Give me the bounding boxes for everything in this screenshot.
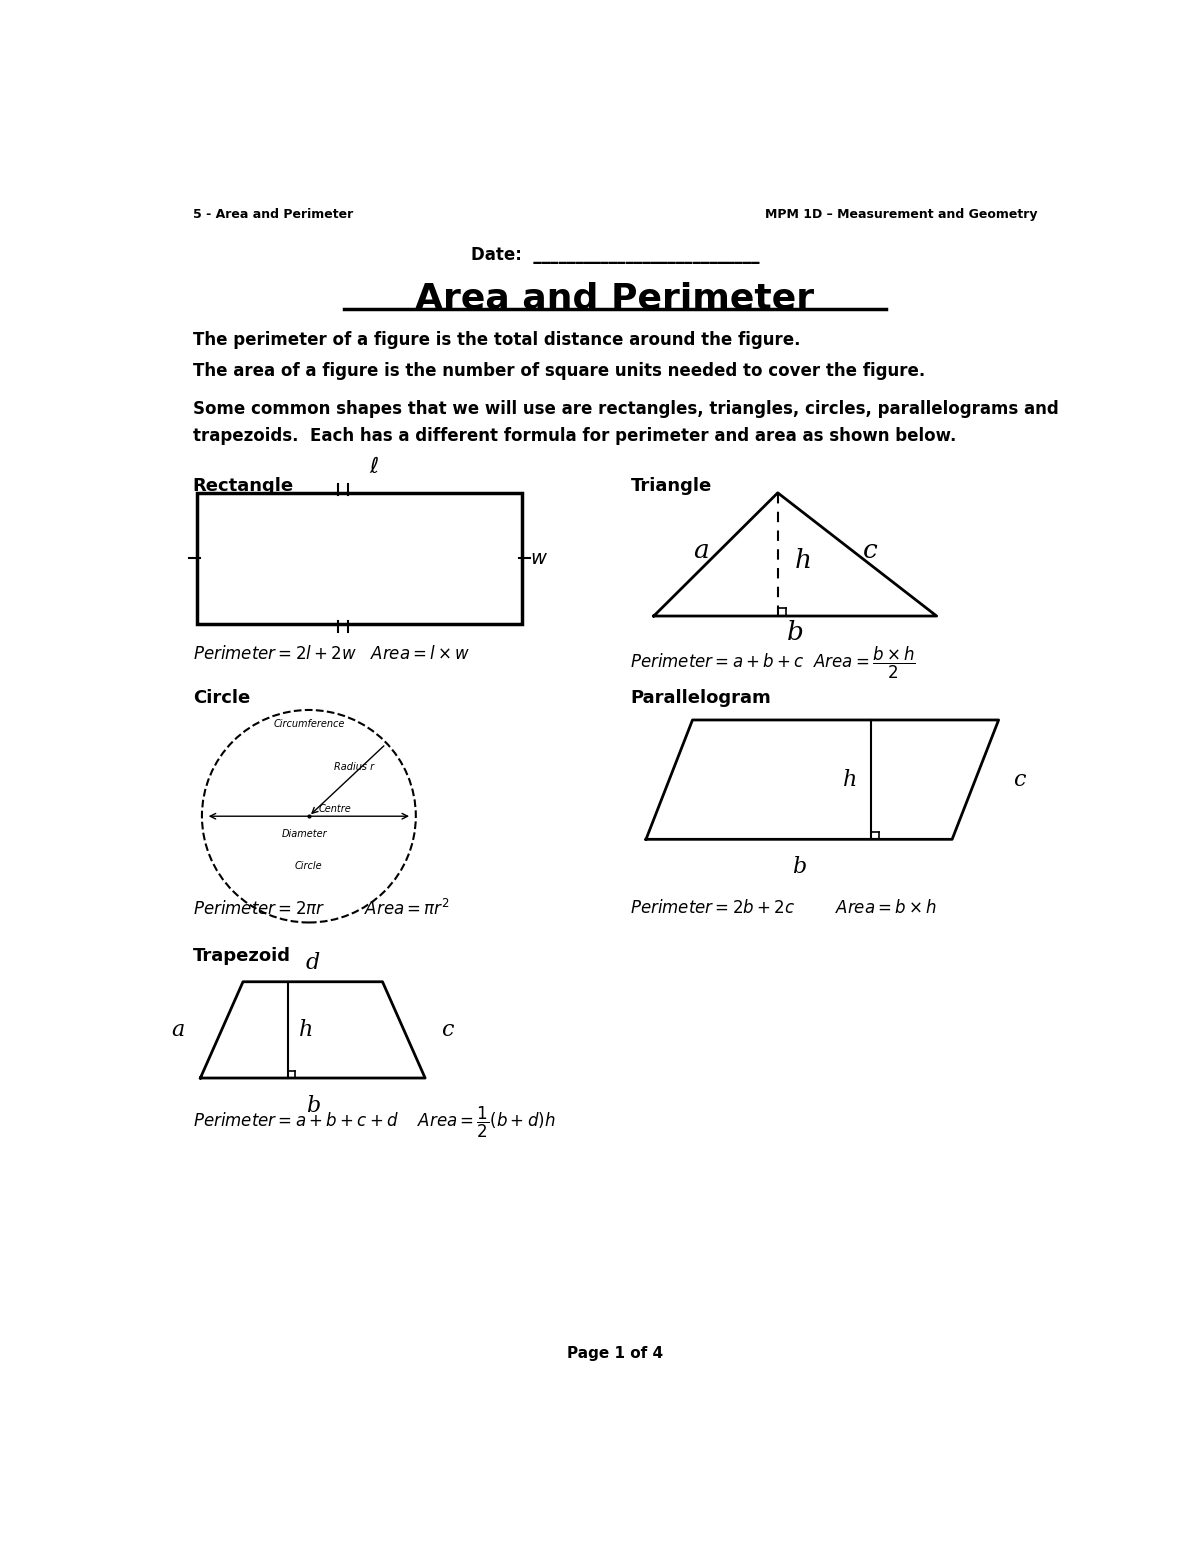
Text: Centre: Centre [318, 804, 350, 814]
Text: b: b [306, 1095, 320, 1117]
Text: Trapezoid: Trapezoid [193, 947, 290, 964]
Text: Parallelogram: Parallelogram [630, 690, 772, 707]
Text: $Perimeter = 2\pi r$        $Area = \pi r^2$: $Perimeter = 2\pi r$ $Area = \pi r^2$ [193, 899, 450, 919]
Text: c: c [1013, 769, 1025, 790]
Text: $Perimeter = 2b + 2c$        $Area = b \times h$: $Perimeter = 2b + 2c$ $Area = b \times h… [630, 899, 937, 916]
Text: Some common shapes that we will use are rectangles, triangles, circles, parallel: Some common shapes that we will use are … [193, 401, 1058, 444]
Bar [197, 492, 522, 624]
Text: Triangle: Triangle [630, 477, 712, 495]
Text: d: d [306, 952, 320, 974]
Text: Circumference: Circumference [274, 719, 344, 730]
Text: h: h [842, 769, 857, 790]
Text: $Perimeter = a + b + c + d$    $Area = \dfrac{1}{2}(b + d)h$: $Perimeter = a + b + c + d$ $Area = \dfr… [193, 1106, 556, 1140]
Text: MPM 1D – Measurement and Geometry: MPM 1D – Measurement and Geometry [764, 208, 1037, 221]
Text: The perimeter of a figure is the total distance around the figure.: The perimeter of a figure is the total d… [193, 331, 800, 349]
Text: b: b [792, 856, 806, 879]
Text: $\ell$: $\ell$ [370, 457, 379, 477]
Text: $Perimeter = 2l + 2w$   $Area = l \times w$: $Perimeter = 2l + 2w$ $Area = l \times w… [193, 644, 470, 663]
Circle shape [202, 710, 416, 922]
Text: Rectangle: Rectangle [193, 477, 294, 495]
Text: Radius r: Radius r [334, 761, 374, 772]
Text: h: h [794, 548, 812, 573]
Text: a: a [692, 537, 709, 564]
Text: c: c [863, 537, 877, 564]
Text: $Perimeter = a + b + c$  $Area = \dfrac{b \times h}{2}$: $Perimeter = a + b + c$ $Area = \dfrac{b… [630, 644, 917, 680]
Text: c: c [440, 1019, 454, 1041]
Text: Page 1 of 4: Page 1 of 4 [566, 1345, 664, 1360]
Text: b: b [787, 621, 804, 646]
Text: Circle: Circle [193, 690, 250, 707]
Text: a: a [172, 1019, 185, 1041]
Text: Date:  ___________________________: Date: ___________________________ [470, 247, 760, 264]
Text: Circle: Circle [295, 860, 323, 871]
Text: Area and Perimeter: Area and Perimeter [415, 281, 815, 315]
Text: $w$: $w$ [529, 548, 547, 568]
Text: Diameter: Diameter [282, 829, 328, 839]
Text: h: h [299, 1019, 313, 1041]
Text: The area of a figure is the number of square units needed to cover the figure.: The area of a figure is the number of sq… [193, 362, 925, 380]
Text: 5 - Area and Perimeter: 5 - Area and Perimeter [193, 208, 353, 221]
